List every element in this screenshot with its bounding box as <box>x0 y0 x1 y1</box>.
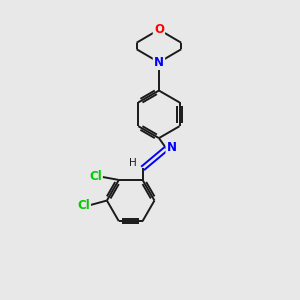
Text: O: O <box>154 23 164 36</box>
Text: H: H <box>129 158 137 168</box>
Text: N: N <box>167 140 177 154</box>
Text: N: N <box>154 56 164 69</box>
Text: Cl: Cl <box>89 169 102 183</box>
Text: Cl: Cl <box>78 200 90 212</box>
